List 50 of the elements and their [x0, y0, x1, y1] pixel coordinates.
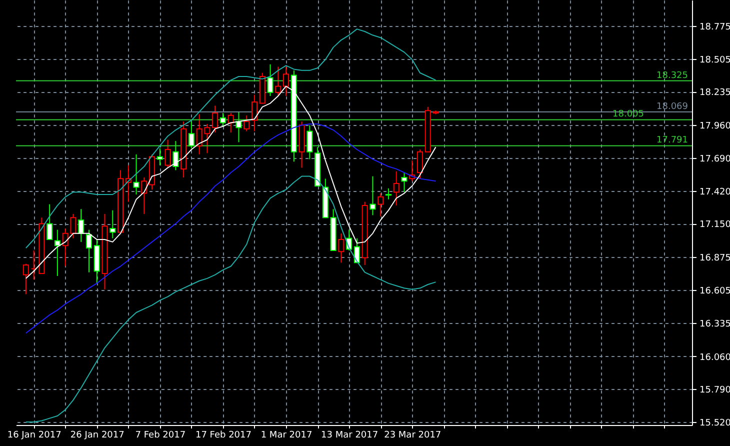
x-tick-label: 13 Mar 2017: [321, 430, 378, 440]
candlestick: [164, 139, 171, 168]
candlestick: [30, 250, 37, 280]
line-series: [25, 28, 436, 249]
candlestick: [401, 172, 408, 193]
candlestick: [393, 170, 400, 206]
candlestick: [220, 112, 226, 127]
y-tick-label: 18.235: [700, 88, 730, 98]
y-tick-label: 16.875: [700, 254, 730, 264]
candlestick: [283, 66, 290, 96]
x-tick-label: 1 Mar 2017: [260, 430, 312, 440]
ref-line-label: 17.791: [656, 136, 688, 146]
y-tick-label: 16.335: [700, 319, 730, 330]
x-tick-label: 26 Jan 2017: [70, 430, 124, 440]
ref-line-label: 18.325: [656, 70, 688, 81]
candlestick: [378, 192, 384, 217]
y-tick-label: 18.505: [700, 55, 730, 66]
line-series: [25, 176, 436, 422]
candlestick: [133, 154, 140, 195]
candlestick: [306, 124, 313, 160]
candlestick: [354, 238, 360, 264]
candlestick: [267, 64, 274, 96]
x-tick-label: 7 Feb 2017: [135, 430, 186, 440]
candlestick: [141, 176, 148, 214]
candlestick: [385, 188, 392, 200]
candlestick: [188, 121, 194, 149]
x-tick-label: 23 Mar 2017: [384, 430, 442, 440]
candlestick: [417, 148, 424, 180]
candlestick: [78, 208, 84, 242]
candlestick: [370, 176, 376, 216]
candlestick: [244, 114, 250, 132]
candlestick: [212, 105, 218, 133]
candlestick: [172, 140, 179, 171]
candlestick: [228, 112, 234, 133]
candlestick: [156, 148, 163, 166]
candlestick: [22, 263, 29, 295]
x-tick-label: 17 Feb 2017: [195, 430, 252, 440]
candlestick: [251, 94, 258, 132]
candlestick: [54, 229, 60, 276]
y-tick-label: 16.605: [700, 286, 730, 296]
ref-line-label: 18.069: [656, 102, 688, 112]
candlestick: [86, 229, 92, 273]
candlestick: [275, 66, 282, 96]
y-tick-label: 18.775: [700, 22, 730, 33]
candlestick: [338, 232, 344, 264]
candlestick: [46, 204, 53, 240]
candlestick: [110, 210, 116, 239]
x-tick-label: 16 Jan 2017: [7, 430, 62, 440]
line-series: [25, 123, 436, 334]
ref-line-label: 18.005: [612, 110, 644, 120]
